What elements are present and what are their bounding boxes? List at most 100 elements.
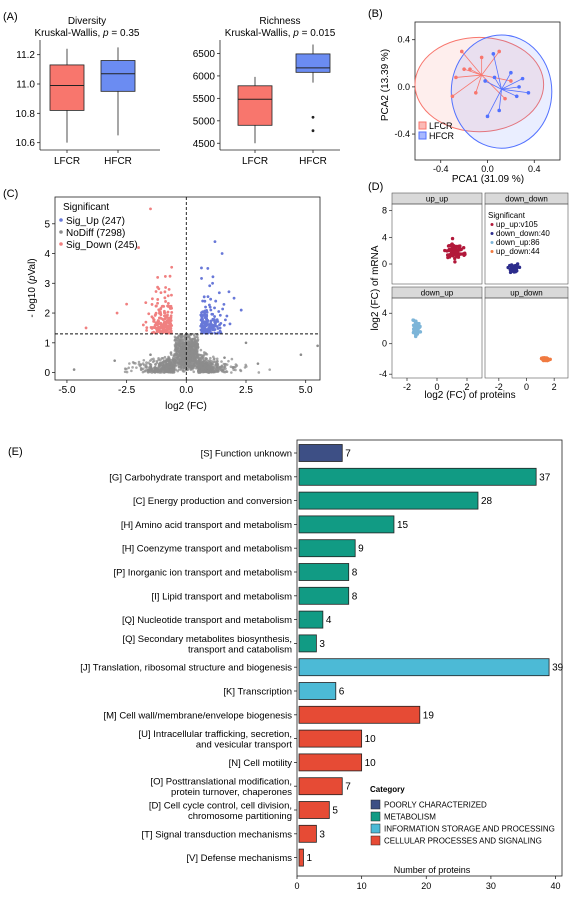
sig-down-point [157, 308, 161, 312]
nodiff-point [229, 365, 233, 368]
nodiff-point [167, 358, 170, 361]
sig-down-point [154, 304, 158, 308]
x-tick-label: HFCR [104, 156, 132, 167]
sig-down-point [159, 321, 163, 325]
bar [298, 634, 317, 653]
nodiff-point [215, 357, 219, 361]
y-tick-label: 4 [382, 308, 387, 318]
facet-point-up_up [454, 244, 458, 249]
nodiff-point [140, 367, 143, 371]
nodiff-point [206, 366, 209, 369]
facet-point-up_up [457, 246, 462, 250]
sig-down-point [167, 304, 170, 308]
sig-down-point [165, 326, 169, 330]
bar-value-label: 8 [352, 591, 358, 602]
category-label: [P] Inorganic ion transport and metaboli… [114, 568, 293, 579]
sig-down-point [156, 275, 160, 279]
sig-down-point [163, 311, 167, 315]
category-legend-label: POORLY CHARACTERIZED [384, 801, 487, 810]
bar-value-label: 3 [319, 829, 325, 840]
nodiff-point [142, 363, 146, 367]
x-tick-label: 2.5 [239, 385, 253, 396]
nodiff-point [174, 361, 178, 365]
legend-dot [59, 242, 63, 246]
sig-down-point [170, 293, 173, 297]
nodiff-point [152, 359, 156, 363]
x-tick-label: 2 [464, 382, 469, 392]
spider-line [463, 68, 482, 76]
pca-point [483, 79, 487, 83]
sig-down-point [157, 325, 160, 329]
y-tick-label: 2 [44, 309, 50, 320]
sig-down-point [115, 311, 119, 315]
nodiff-point [192, 337, 195, 341]
diversity-title: Diversity [68, 16, 106, 27]
sig-up-point [208, 284, 212, 288]
bar-value-label: 39 [552, 663, 564, 674]
bar-value-label: 3 [319, 639, 325, 650]
nodiff-point [169, 351, 173, 354]
sig-up-point [211, 325, 215, 329]
x-tick-label: -0.4 [433, 164, 449, 174]
nodiff-point [180, 354, 184, 358]
sig-up-point [205, 314, 209, 318]
nodiff-point [193, 357, 197, 361]
sig-down-point [150, 326, 154, 330]
nodiff-point [198, 353, 202, 357]
x-tick-label: -5.0 [58, 385, 76, 396]
nodiff-point [202, 359, 205, 363]
legend-swatch-lfcr [418, 121, 427, 130]
nodiff-point [176, 339, 179, 342]
nodiff-point [227, 359, 230, 363]
sig-down-point [159, 325, 163, 329]
nodiff-point [194, 347, 198, 351]
x-tick-label: 30 [486, 881, 496, 891]
facet-point-down_up [418, 330, 423, 334]
nodiff-point [199, 361, 203, 364]
nodiff-point [159, 370, 163, 373]
nodiff-point [196, 356, 199, 359]
x-tick-label: 0.0 [179, 385, 193, 396]
sig-down-point [163, 320, 167, 324]
sig-down-point [162, 304, 166, 308]
category-label: [K] Transcription [223, 687, 292, 698]
sig-up-point [206, 267, 210, 270]
box-hfcr [100, 60, 136, 92]
nodiff-point [191, 344, 195, 347]
nodiff-point [139, 363, 142, 366]
bar [298, 658, 550, 677]
bar-frame [296, 439, 563, 877]
box-lfcr [49, 64, 85, 111]
category-label: chromosome partitioning [188, 811, 292, 822]
legend-label: down_down:40 [496, 229, 550, 238]
sig-down-point [163, 290, 167, 294]
pca-point [474, 90, 478, 95]
y-tick-label: 0.4 [397, 35, 410, 45]
nodiff-point [159, 363, 162, 367]
bar-value-label: 7 [345, 449, 351, 460]
nodiff-point [180, 352, 184, 356]
nodiff-point [149, 359, 152, 362]
sig-up-point [200, 328, 204, 331]
category-label: [D] Cell cycle control, cell division, [149, 801, 292, 812]
nodiff-point [216, 360, 219, 363]
pca-point [526, 90, 531, 95]
facet-strip-label: up_up [426, 195, 449, 204]
sig-down-point [161, 326, 165, 329]
sig-up-point [222, 323, 226, 327]
y-tick-label: 4500 [193, 139, 216, 150]
sig-down-point [159, 313, 163, 317]
category-label: [Q] Nucleotide transport and metabolism [122, 615, 292, 626]
sig-up-point [210, 312, 214, 316]
volcano-ylabel: - log10 (pVal) [27, 258, 38, 317]
spider-line [501, 88, 529, 94]
category-legend-swatch [370, 823, 381, 834]
nodiff-point [177, 368, 181, 371]
nodiff-point [200, 369, 203, 373]
x-tick-label: 0 [294, 881, 299, 891]
nodiff-point [170, 353, 173, 356]
sig-up-point [239, 308, 243, 312]
nodiff-point [182, 370, 186, 373]
nodiff-point [183, 347, 187, 351]
